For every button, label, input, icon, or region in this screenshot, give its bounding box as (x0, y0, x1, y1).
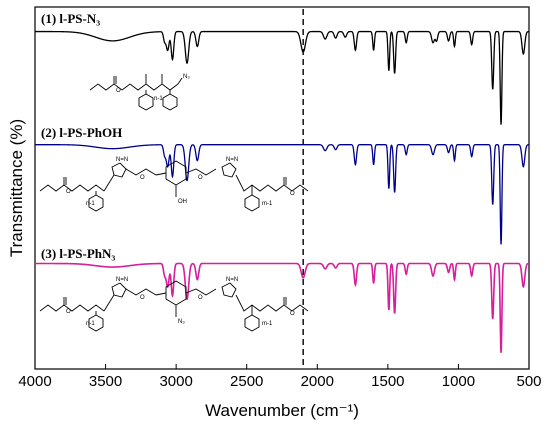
x-tick-label-3000: 3000 (159, 373, 192, 390)
x-tick-label-1000: 1000 (442, 373, 475, 390)
series-label-1: (1) l-PS-N₃ (41, 11, 100, 26)
svg-text:O: O (140, 175, 145, 181)
svg-text:N=N: N=N (116, 157, 128, 163)
x-tick-label-3500: 3500 (89, 373, 122, 390)
x-axis-title: Wavenumber (cm⁻¹) (205, 401, 359, 420)
svg-text:O: O (198, 295, 203, 301)
series-line-2 (35, 144, 530, 245)
x-tick-label-4000: 4000 (18, 373, 51, 390)
svg-text:O: O (66, 189, 71, 195)
series-label-3: (3) l-PS-PhN₃ (41, 246, 115, 261)
svg-text:N=N: N=N (116, 277, 128, 283)
series-line-1 (35, 30, 529, 125)
x-axis: 4000 3500 3000 2500 2000 1500 1000 500 (18, 364, 542, 390)
svg-text:O: O (290, 311, 295, 317)
repeat-label-1: n-1 (154, 96, 163, 102)
svg-text:N=N: N=N (226, 157, 238, 163)
hydroxy-label: OH (178, 199, 187, 205)
repeat-label-3b: m-1 (262, 321, 273, 327)
svg-text:O: O (116, 88, 121, 94)
repeat-label-2a: n-1 (86, 201, 95, 207)
plot-frame (34, 6, 530, 370)
svg-text:O: O (290, 191, 295, 197)
y-axis-title: Transmittance (%) (7, 119, 26, 257)
series-layer (35, 30, 530, 353)
svg-text:O: O (140, 295, 145, 301)
svg-text:O: O (66, 309, 71, 315)
structure-3-azidomethylphenyl-polystyrene: O n-1 N=N O N₃ O N=N m-1 O (39, 277, 309, 332)
x-tick-label-2000: 2000 (301, 373, 334, 390)
repeat-label-3a: n-1 (86, 321, 95, 327)
repeat-label-2b: m-1 (262, 201, 273, 207)
svg-text:O: O (198, 175, 203, 181)
structure-2-hydroxyphenyl-polystyrene: O n-1 N=N O OH O N=N m-1 O (39, 157, 309, 212)
series-line-3 (35, 262, 530, 353)
structure-1-azide-polystyrene: O n-1 N₃ (89, 74, 190, 111)
svg-text:N=N: N=N (226, 277, 238, 283)
azide-label-3: N₃ (178, 319, 185, 325)
azide-label-1: N₃ (183, 74, 190, 80)
x-tick-label-2500: 2500 (230, 373, 263, 390)
x-tick-label-500: 500 (516, 373, 541, 390)
series-label-2: (2) l-PS-PhOH (41, 125, 122, 140)
x-tick-label-1500: 1500 (371, 373, 404, 390)
